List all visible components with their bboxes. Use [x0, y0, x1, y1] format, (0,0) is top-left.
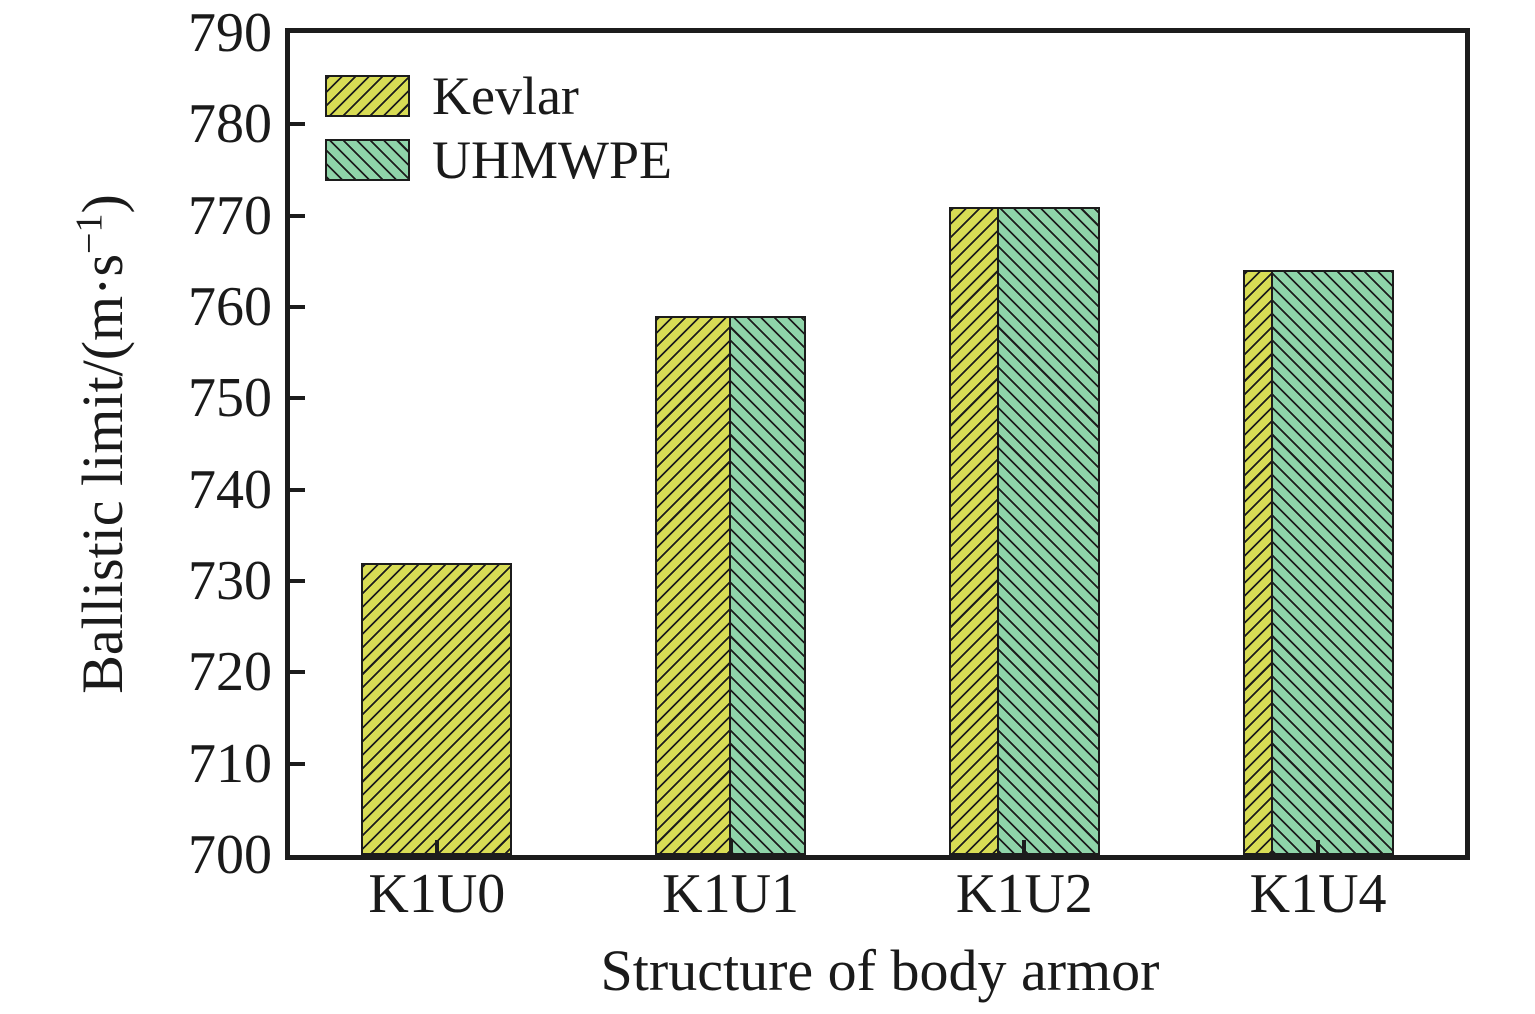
y-tick-label-740: 740 [188, 458, 272, 521]
legend-swatch-uhmwpe [325, 139, 410, 181]
x-tick-label-K1U4: K1U4 [1249, 863, 1387, 925]
bar-uhmwpe-K1U1 [729, 316, 807, 855]
x-tick-label-K1U2: K1U2 [955, 863, 1093, 925]
legend-label-uhmwpe: UHMWPE [432, 130, 672, 190]
bar-uhmwpe-K1U2 [996, 207, 1100, 855]
bar-kevlar-K1U4 [1242, 270, 1273, 855]
y-tick-720 [290, 670, 305, 675]
y-tick-label-780: 780 [188, 93, 272, 156]
y-tick-730 [290, 579, 305, 583]
plot-area: Kevlar UHMWPE [285, 28, 1470, 860]
y-tick-label-770: 770 [188, 184, 272, 247]
y-tick-750 [290, 396, 305, 401]
x-axis-title: Structure of body armor [600, 938, 1160, 1003]
x-tick-K1U4 [1316, 840, 1321, 855]
y-tick-label-720: 720 [188, 641, 272, 704]
y-tick-780 [290, 122, 305, 127]
x-tick-label-K1U0: K1U0 [368, 863, 506, 925]
y-tick-label-790: 790 [188, 2, 272, 64]
y-tick-740 [290, 487, 305, 492]
y-tick-label-730: 730 [188, 550, 272, 612]
x-tick-label-K1U1: K1U1 [662, 863, 800, 925]
bar-kevlar-K1U1 [655, 316, 732, 855]
legend: Kevlar UHMWPE [325, 69, 672, 201]
y-tick-760 [290, 305, 305, 309]
bar-kevlar-K1U2 [948, 207, 999, 855]
y-tick-label-750: 750 [188, 367, 272, 430]
legend-row-kevlar: Kevlar [325, 69, 672, 123]
y-axis-title: Ballistic limit/(m·s−1) [69, 194, 135, 694]
legend-row-uhmwpe: UHMWPE [325, 133, 672, 187]
y-tick-label-700: 700 [188, 824, 272, 886]
legend-swatch-kevlar [325, 75, 410, 117]
legend-label-kevlar: Kevlar [432, 66, 579, 126]
y-axis-title-exponent: −1 [68, 213, 111, 254]
y-tick-label-760: 760 [188, 276, 272, 338]
bar-uhmwpe-K1U4 [1270, 270, 1394, 855]
y-tick-710 [290, 761, 305, 766]
y-tick-770 [290, 213, 305, 218]
x-tick-K1U0 [434, 840, 439, 855]
x-tick-K1U2 [1022, 840, 1027, 855]
y-tick-label-710: 710 [188, 732, 272, 795]
bar-kevlar-K1U0 [361, 563, 513, 855]
x-tick-K1U1 [728, 840, 733, 855]
